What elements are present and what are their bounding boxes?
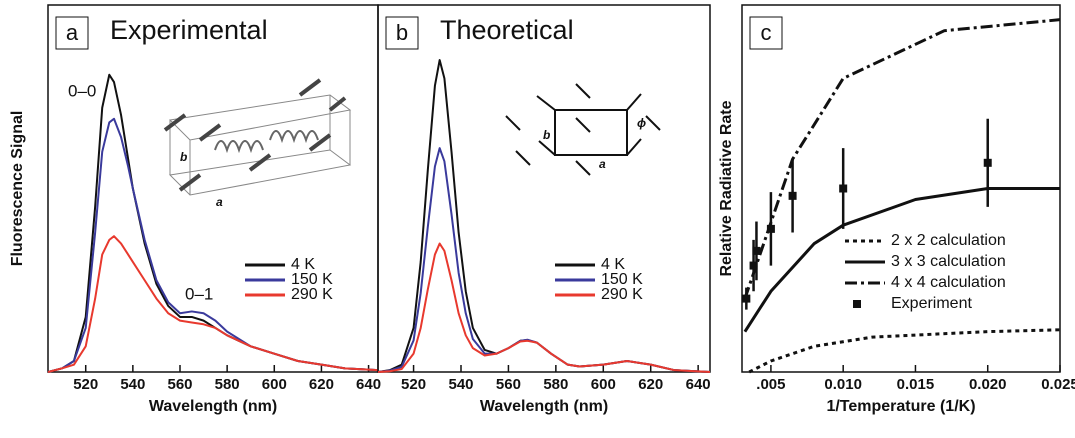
legend-label: Experiment: [891, 295, 972, 312]
y-axis-label: Fluorescence Signal: [9, 111, 26, 267]
series-line: [47, 117, 379, 373]
x-tick-label: 560: [496, 376, 521, 393]
x-tick-label: 0.010: [824, 376, 862, 393]
data-point: [749, 261, 758, 270]
y-axis-label: Relative Radiative Rate: [718, 100, 735, 276]
series-line: [377, 242, 711, 373]
data-point: [766, 224, 775, 233]
x-tick-label: 600: [591, 376, 616, 393]
x-tick-label: 600: [262, 376, 287, 393]
x-axis-label: 1/Temperature (1/K): [826, 398, 975, 415]
legend-label: 2 x 2 calculation: [891, 232, 1006, 249]
annotation: 0–1: [185, 284, 213, 303]
data-point: [788, 191, 797, 200]
legend-label: 150 K: [291, 271, 333, 288]
series-line: [47, 235, 379, 373]
x-tick-label: 620: [638, 376, 663, 393]
x-axis-label: Wavelength (nm): [480, 398, 608, 415]
panel-label-box: [749, 16, 783, 50]
panel-title: Experimental: [110, 15, 268, 45]
data-point: [983, 158, 992, 167]
x-tick-label: 640: [686, 376, 711, 393]
plot-frame: [377, 4, 711, 373]
x-tick-label: 560: [167, 376, 192, 393]
inset-label: ϕ: [637, 116, 646, 130]
data-point: [839, 184, 848, 193]
panel-label: c: [761, 20, 772, 45]
inset-label: a: [216, 195, 223, 209]
data-point: [742, 294, 751, 303]
panel-label: a: [66, 20, 79, 45]
panel-label: b: [396, 20, 408, 45]
plot-frame: [47, 4, 379, 373]
x-tick-label: 0.020: [969, 376, 1007, 393]
x-tick-label: 580: [215, 376, 240, 393]
inset-label: a: [599, 157, 606, 171]
x-tick-label: 520: [401, 376, 426, 393]
legend-label: 3 x 3 calculation: [891, 253, 1006, 270]
inset-a: [163, 78, 352, 196]
x-tick-label: 540: [448, 376, 473, 393]
legend-label: 290 K: [601, 286, 643, 303]
x-tick-label: 620: [309, 376, 334, 393]
series-line: [743, 18, 1061, 300]
legend-label: 4 x 4 calculation: [891, 274, 1006, 291]
inset-b: [505, 83, 661, 176]
x-tick-label: 540: [120, 376, 145, 393]
panel-title: Theoretical: [440, 15, 574, 45]
panel-label-box: [385, 16, 419, 50]
legend-label: 4 K: [601, 256, 625, 273]
data-point: [752, 246, 761, 255]
legend-marker: [853, 300, 861, 308]
legend-label: 290 K: [291, 286, 333, 303]
x-axis-label: Wavelength (nm): [149, 398, 277, 415]
legend-label: 4 K: [291, 256, 315, 273]
series-line: [377, 59, 711, 373]
x-tick-label: 520: [73, 376, 98, 393]
annotation: 0–0: [68, 81, 96, 100]
series-line: [748, 328, 1061, 374]
x-tick-label: 640: [356, 376, 381, 393]
panel-label-box: [55, 16, 89, 50]
inset-label: b: [543, 128, 550, 142]
inset-label: b: [180, 150, 187, 164]
x-tick-label: 580: [543, 376, 568, 393]
x-tick-label: .005: [756, 376, 785, 393]
legend-label: 150 K: [601, 271, 643, 288]
x-tick-label: 0.025: [1041, 376, 1075, 393]
x-tick-label: 0.015: [897, 376, 935, 393]
